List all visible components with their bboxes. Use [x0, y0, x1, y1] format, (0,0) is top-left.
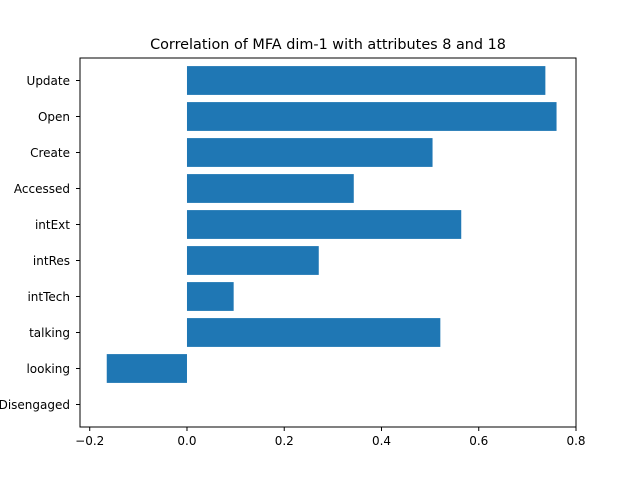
x-tick-label: −0.2 [75, 434, 104, 448]
x-tick-label: 0.4 [372, 434, 391, 448]
bar-open [186, 102, 557, 131]
x-axis-ticks: −0.2 0.0 0.2 0.4 0.6 0.8 [75, 427, 586, 448]
y-axis-ticks: Update Open Create Accessed intExt intRes intT… [0, 74, 80, 412]
y-tick-label: intTech [27, 290, 70, 304]
bar-accessed [186, 174, 354, 203]
y-tick-label: Create [30, 146, 70, 160]
bar-intext [186, 210, 462, 239]
y-tick-label: intRes [33, 254, 70, 268]
y-tick-label: intExt [35, 218, 70, 232]
bar-intres [186, 246, 319, 275]
bars-group [106, 66, 557, 383]
x-tick-label: 0.2 [275, 434, 294, 448]
y-tick-label: Disengaged [0, 398, 70, 412]
y-tick-label: Accessed [14, 182, 70, 196]
bar-talking [186, 318, 441, 347]
y-tick-label: Open [38, 110, 70, 124]
bar-update [186, 66, 546, 95]
chart-title: Correlation of MFA dim-1 with attributes… [150, 37, 506, 53]
x-tick-label: 0.0 [177, 434, 196, 448]
y-tick-label: looking [26, 362, 70, 376]
bar-inttech [186, 282, 234, 311]
x-tick-label: 0.6 [469, 434, 488, 448]
x-tick-label: 0.8 [566, 434, 585, 448]
bar-looking [106, 354, 187, 383]
y-tick-label: Update [27, 74, 70, 88]
bar-create [186, 138, 433, 167]
plot-frame [79, 57, 577, 428]
y-tick-label: talking [29, 326, 70, 340]
